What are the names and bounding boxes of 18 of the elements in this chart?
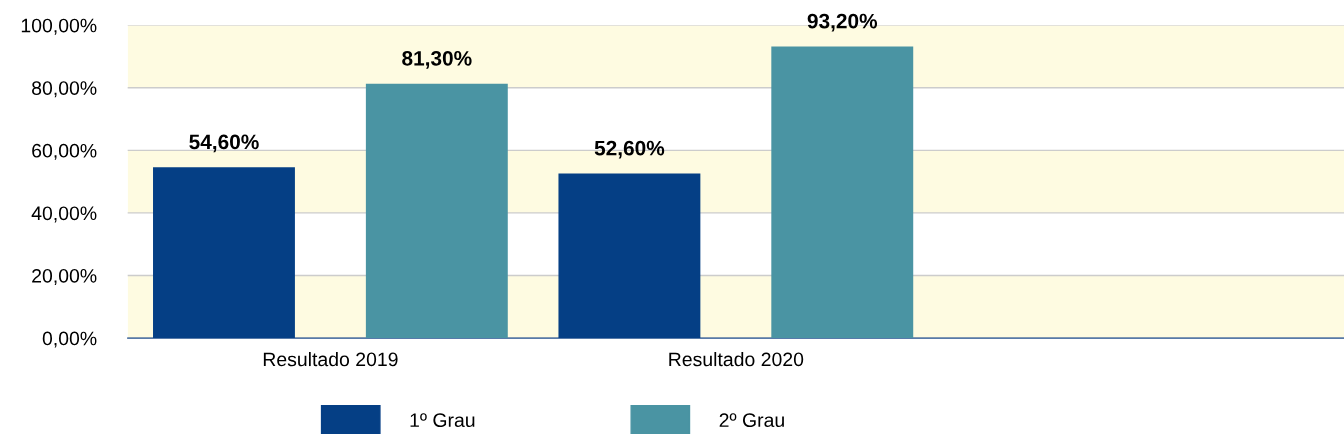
y-tick-label: 0,00% <box>42 331 97 348</box>
y-tick-label: 40,00% <box>31 206 97 223</box>
text: 52,60% <box>594 140 665 159</box>
legend-label: 2º Grau <box>719 413 784 428</box>
text: 93,20% <box>807 13 878 32</box>
y-tick-label: 60,00% <box>32 143 97 160</box>
bar <box>153 167 295 339</box>
x-tick-label: Resultado 2020 <box>669 351 804 367</box>
text: 81,30% <box>402 50 472 69</box>
bar <box>771 46 914 339</box>
text: 54,60% <box>189 134 259 153</box>
bar <box>365 83 508 339</box>
bar <box>558 173 701 339</box>
legend-label: 1º Grau <box>410 413 475 428</box>
y-tick-label: 20,00% <box>32 268 97 286</box>
x-tick-label: Resultado 2019 <box>263 351 398 367</box>
y-tick-label: 80,00% <box>32 81 97 98</box>
y-tick-label: 100,00% <box>21 18 97 35</box>
